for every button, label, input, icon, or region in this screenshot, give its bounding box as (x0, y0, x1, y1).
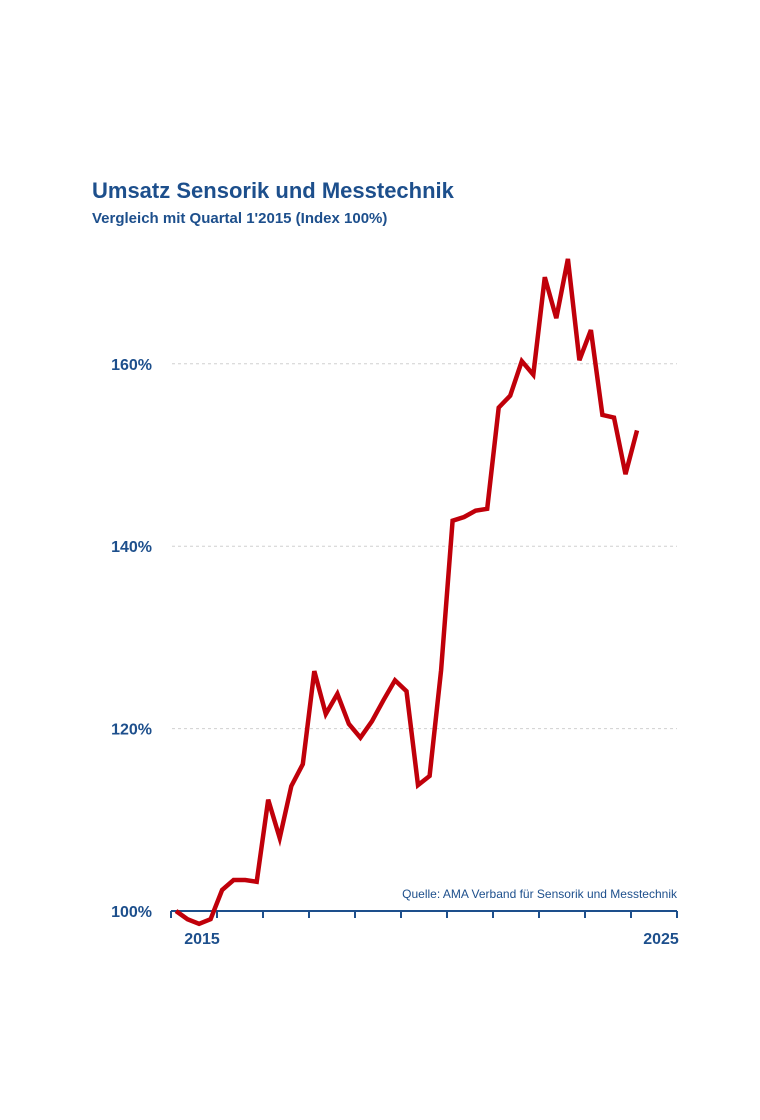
x-tick-label: 2025 (643, 931, 679, 948)
y-tick-label: 140% (111, 539, 152, 556)
y-tick-label: 160% (111, 357, 152, 374)
y-tick-label: 100% (111, 904, 152, 921)
source-note: Quelle: AMA Verband für Sensorik und Mes… (402, 887, 678, 901)
x-tick-label: 2015 (184, 931, 220, 948)
series-line (174, 258, 640, 927)
chart-subtitle: Vergleich mit Quartal 1'2015 (Index 100%… (92, 210, 388, 227)
y-tick-label: 120% (111, 722, 152, 739)
chart-title: Umsatz Sensorik und Messtechnik (92, 178, 454, 203)
